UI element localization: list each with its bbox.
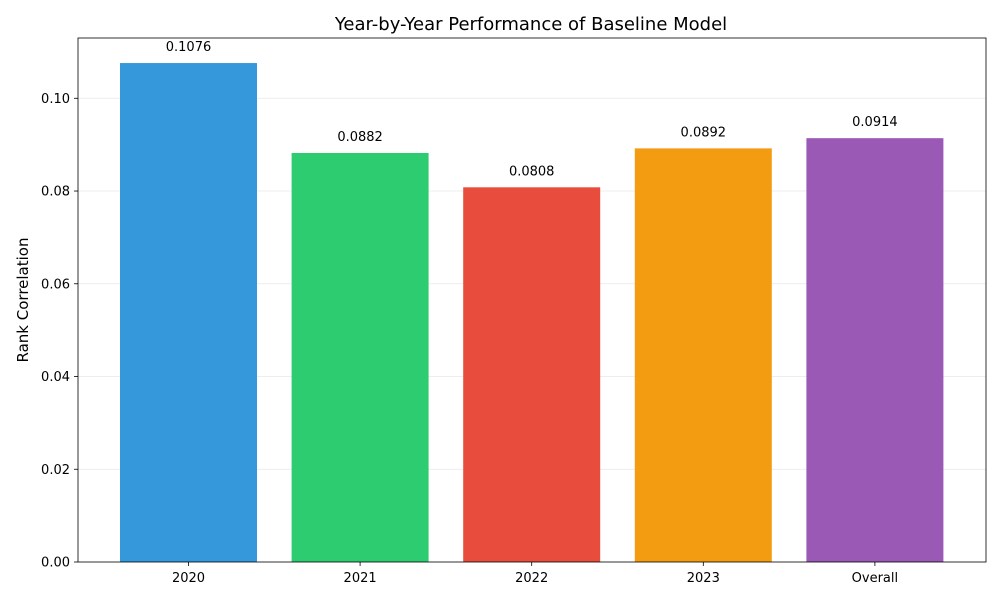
x-tick-label: 2021 bbox=[344, 571, 377, 586]
y-axis: 0.00 0.02 0.04 0.06 0.08 0.10 bbox=[41, 92, 78, 571]
bars bbox=[120, 63, 944, 562]
x-tick-label: 2022 bbox=[515, 571, 548, 586]
y-tick-label: 0.06 bbox=[41, 277, 70, 292]
value-label: 0.0808 bbox=[509, 164, 555, 179]
bar-2021 bbox=[291, 153, 429, 562]
y-tick-label: 0.00 bbox=[41, 556, 70, 571]
y-tick-label: 0.04 bbox=[41, 370, 70, 385]
x-tick-label: 2020 bbox=[172, 571, 205, 586]
y-tick-label: 0.08 bbox=[41, 185, 70, 200]
y-tick-label: 0.02 bbox=[41, 463, 70, 478]
y-tick-label: 0.10 bbox=[41, 92, 70, 107]
chart-title: Year-by-Year Performance of Baseline Mod… bbox=[334, 14, 727, 35]
x-tick-label: Overall bbox=[852, 571, 898, 586]
bar-2020 bbox=[120, 63, 257, 562]
value-label: 0.0892 bbox=[681, 125, 727, 140]
bar-2022 bbox=[463, 187, 601, 562]
value-label: 0.0882 bbox=[337, 130, 383, 145]
value-label: 0.1076 bbox=[166, 40, 212, 55]
value-label: 0.0914 bbox=[852, 115, 898, 130]
x-axis: 2020 2021 2022 2023 Overall bbox=[172, 562, 898, 586]
bar-2023 bbox=[634, 148, 772, 562]
y-axis-label: Rank Correlation bbox=[14, 238, 32, 363]
bar-overall bbox=[806, 138, 944, 562]
x-tick-label: 2023 bbox=[687, 571, 720, 586]
value-labels: 0.1076 0.0882 0.0808 0.0892 0.0914 bbox=[166, 40, 898, 179]
